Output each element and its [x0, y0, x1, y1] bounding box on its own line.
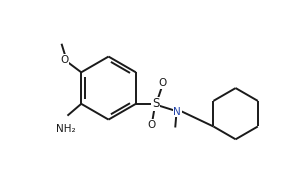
Text: N: N	[173, 107, 181, 117]
Text: O: O	[147, 120, 156, 129]
Text: O: O	[60, 54, 69, 65]
Text: NH₂: NH₂	[56, 124, 75, 134]
Text: S: S	[152, 97, 159, 110]
Text: O: O	[158, 78, 166, 88]
